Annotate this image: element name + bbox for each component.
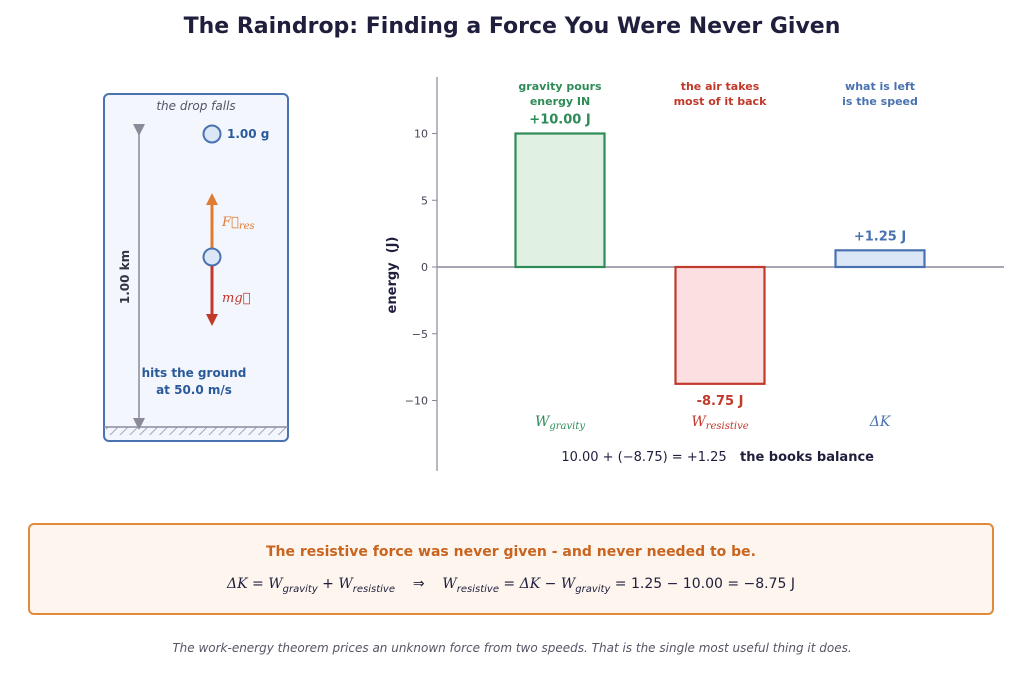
annotation-gravity: energy IN <box>530 95 590 108</box>
balance-equation: 10.00 + (−8.75) = +1.25 <box>561 450 726 465</box>
height-label: 1.00 km <box>118 250 132 304</box>
drop-mid-circle <box>202 247 222 267</box>
energy-bar-chart: energy (J) 10 5 0 −5 −10 +10.00 J gravity pou… <box>385 77 1004 471</box>
value-label-resistive: -8.75 J <box>697 394 744 409</box>
page-title: The Raindrop: Finding a Force You Were N… <box>183 14 841 39</box>
category-label-delta-k: ΔK <box>869 414 892 430</box>
weight-arrowhead <box>206 314 218 326</box>
eq-right-2: ΔK <box>519 576 541 592</box>
annotation-gravity: gravity pours <box>518 80 602 93</box>
summary-headline: The resistive force was never given - an… <box>266 544 756 560</box>
eq-left-2: W <box>268 576 283 592</box>
bar-resistive <box>674 265 766 385</box>
eq-left-2-sub: gravity <box>282 583 318 595</box>
ground-hatch <box>106 427 286 435</box>
value-label-gravity: +10.00 J <box>529 113 590 128</box>
y-tick-label: −5 <box>412 328 428 341</box>
summary-equation: ΔK = Wgravity + Wresistive ⇒ Wresistive … <box>227 576 795 595</box>
balance-note: the books balance <box>740 450 874 465</box>
raindrop-diagram: the drop falls 1.00 km 1.00 g F⃗res mg⃗ … <box>103 93 289 442</box>
bar-gravity <box>514 132 606 269</box>
eq-right-1-sub: resistive <box>456 583 499 595</box>
eq-left-3: W <box>338 576 353 592</box>
weight-label: mg⃗ <box>222 291 251 306</box>
diagram-caption: the drop falls <box>156 99 235 113</box>
y-axis-label: energy (J) <box>385 237 400 314</box>
eq-left-1: ΔK <box>227 576 248 592</box>
summary-box: The resistive force was never given - an… <box>28 523 994 615</box>
force-res-arrowhead <box>206 193 218 205</box>
y-ticks: 10 5 0 −5 −10 <box>405 128 437 408</box>
ground-text-line1: hits the ground <box>142 366 247 380</box>
bar-delta-k <box>834 249 926 269</box>
eq-arrow: ⇒ <box>412 576 425 592</box>
diagram-frame <box>103 93 289 442</box>
y-tick-label: −10 <box>405 395 428 408</box>
footer-note: The work-energy theorem prices an unknow… <box>172 641 852 655</box>
annotation-delta-k: what is left <box>845 80 915 93</box>
eq-right-tail: 1.25 − 10.00 = −8.75 J <box>631 576 795 592</box>
ground-text-line2: at 50.0 m/s <box>156 383 232 397</box>
y-tick-label: 10 <box>414 128 428 141</box>
y-tick-label: 0 <box>421 261 428 274</box>
drop-top-circle <box>202 124 222 144</box>
eq-right-3: W <box>560 576 576 592</box>
mass-label: 1.00 g <box>227 127 269 141</box>
annotation-resistive: most of it back <box>674 95 768 108</box>
eq-right-3-sub: gravity <box>575 583 611 595</box>
eq-left-3-sub: resistive <box>352 583 395 595</box>
value-label-delta-k: +1.25 J <box>854 229 906 244</box>
bars: +10.00 J gravity pours energy IN Wgravity -8… <box>514 80 926 432</box>
annotation-delta-k: is the speed <box>842 95 918 108</box>
category-label-gravity: Wgravity <box>535 414 585 432</box>
category-label-resistive: Wresistive <box>691 414 748 432</box>
y-tick-label: 5 <box>421 194 428 207</box>
eq-right-1: W <box>442 576 457 592</box>
annotation-resistive: the air takes <box>681 80 760 93</box>
